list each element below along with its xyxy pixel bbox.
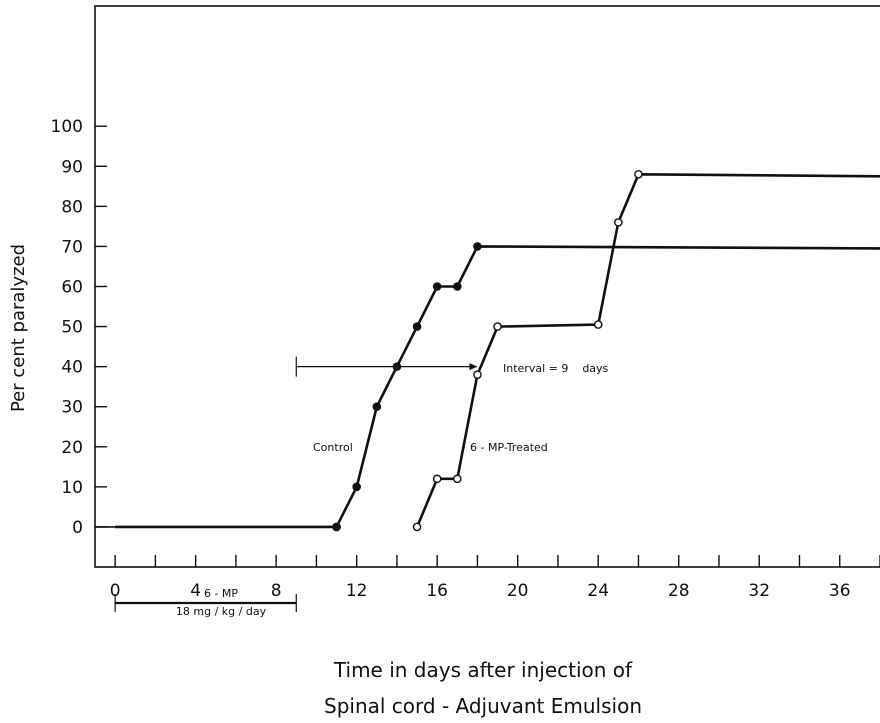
series-1-point-4 (493, 322, 502, 331)
series-0-point-7 (453, 282, 462, 291)
x-tick-label-28: 28 (668, 581, 690, 601)
treatment-bar-label-top: 6 - MP (204, 587, 238, 600)
x-tick-label-24: 24 (587, 581, 609, 601)
series-1-point-6 (614, 218, 623, 227)
series-0-point-5 (412, 322, 422, 331)
y-tick-label-10: 10 (61, 478, 83, 498)
series-label-control: Control (313, 441, 353, 454)
x-tick-label-0: 0 (110, 581, 121, 601)
series-0-point-3 (372, 402, 382, 412)
series-0-point-6 (432, 282, 442, 291)
series-1-point-5 (593, 320, 603, 329)
series-1-point-2 (453, 474, 462, 484)
series-0-point-2 (352, 482, 361, 492)
interval-annotation-label: Interval = 9 days (503, 362, 609, 375)
series-0-point-8 (473, 242, 482, 251)
series-1-point-7 (634, 169, 643, 179)
y-tick-label-60: 60 (61, 278, 83, 298)
y-tick-label-70: 70 (61, 237, 83, 257)
x-tick-label-32: 32 (748, 581, 770, 601)
series-label-6mp-treated: 6 - MP-Treated (470, 441, 548, 454)
x-tick-label-4: 4 (190, 581, 201, 601)
y-tick-label-90: 90 (61, 157, 83, 177)
y-tick-label-20: 20 (61, 438, 83, 458)
y-axis-label: Per cent paralyzed (8, 244, 29, 412)
x-tick-label-8: 8 (271, 581, 282, 601)
x-axis-label-line-1: Time in days after injection of (333, 658, 633, 682)
series-1-point-3 (473, 370, 482, 379)
series-1-point-1 (432, 474, 442, 484)
y-tick-label-0: 0 (72, 518, 83, 538)
series-line-1 (415, 173, 880, 528)
x-tick-label-12: 12 (346, 581, 368, 601)
series-line-0 (115, 245, 880, 529)
series-0-point-start (332, 522, 341, 532)
treatment-bar-label-bottom: 18 mg / kg / day (176, 605, 267, 618)
plot-frame (94, 5, 880, 568)
series-1-point-0 (412, 522, 422, 532)
x-axis-label-line-2: Spinal cord - Adjuvant Emulsion (324, 694, 642, 718)
y-tick-label-100: 100 (51, 117, 83, 137)
y-tick-label-30: 30 (61, 398, 83, 418)
x-tick-label-20: 20 (507, 581, 529, 601)
y-tick-label-50: 50 (61, 318, 83, 338)
interval-arrowhead (469, 363, 478, 371)
y-tick-label-40: 40 (61, 358, 83, 378)
x-tick-label-16: 16 (426, 581, 448, 601)
y-tick-label-80: 80 (61, 197, 83, 217)
x-tick-label-36: 36 (829, 581, 851, 601)
